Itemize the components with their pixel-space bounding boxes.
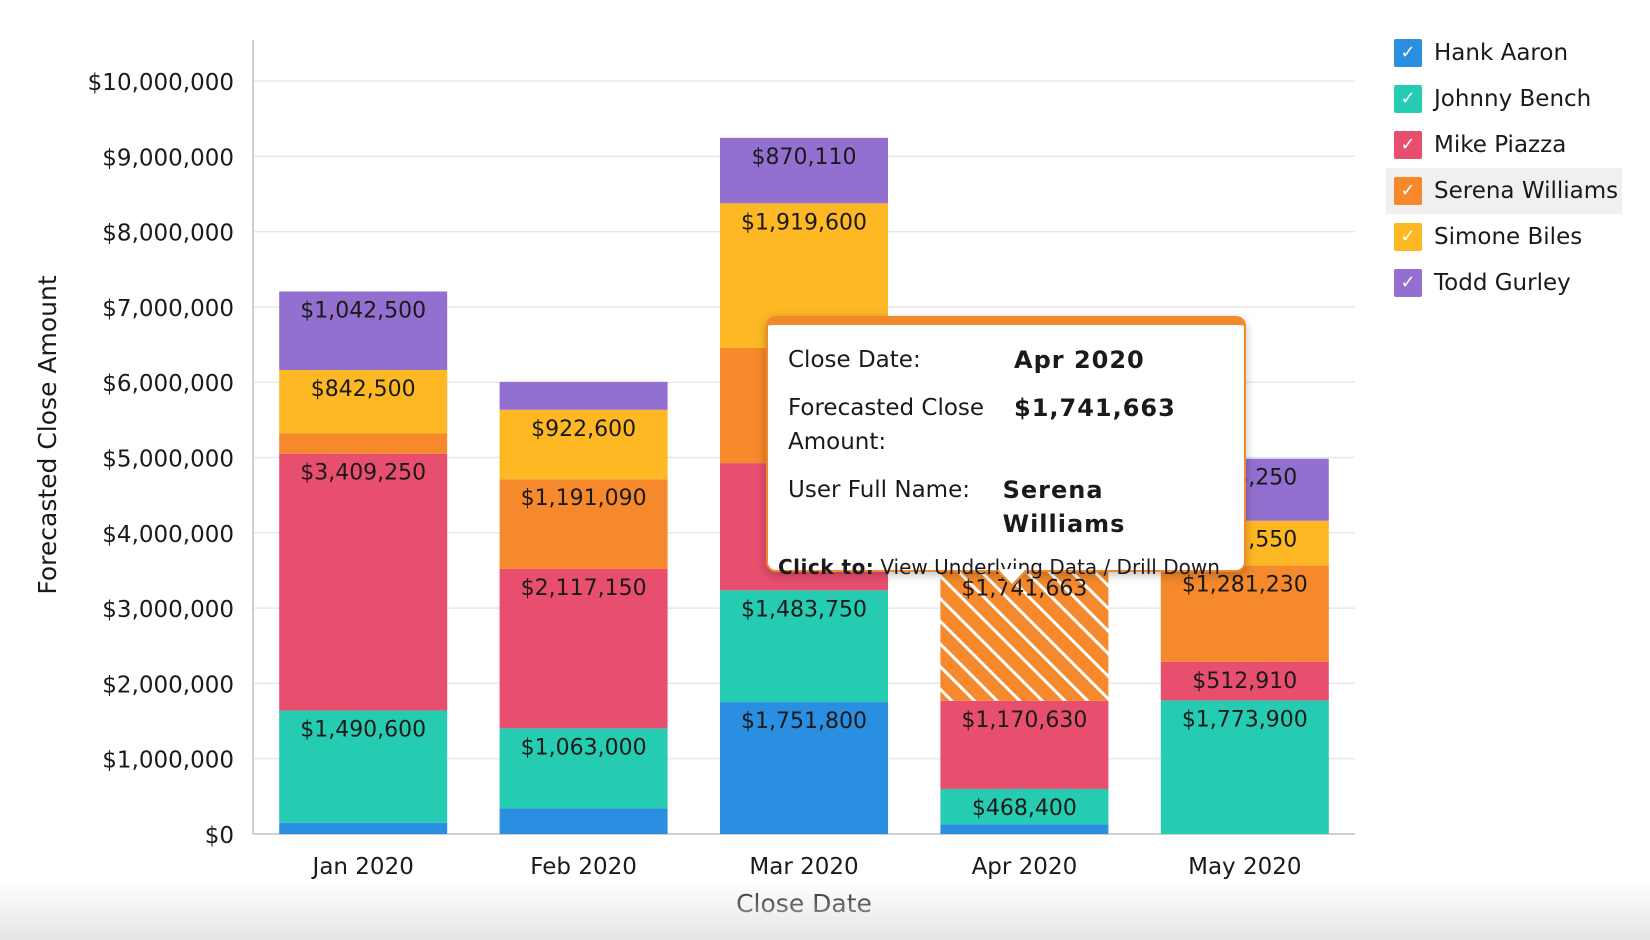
data-label: $1,281,230 (1182, 572, 1308, 597)
data-label: $1,063,000 (521, 735, 647, 760)
bar-segment-hank-aaron-feb-2020[interactable] (499, 808, 668, 834)
legend-item-johnny-bench[interactable]: ✓ Johnny Bench (1386, 76, 1622, 122)
checkbox-checked-icon[interactable]: ✓ (1394, 39, 1422, 67)
data-label: $1,042,500 (300, 298, 426, 323)
legend-label: Johnny Bench (1434, 86, 1592, 112)
y-tick-label: $3,000,000 (102, 597, 234, 623)
bar-segment-simone-biles-jan-2020[interactable] (279, 369, 448, 434)
tooltip-row-close-date: Close Date: Apr 2020 (788, 343, 1224, 377)
data-label: $1,191,090 (521, 486, 647, 511)
tooltip-value: Apr 2020 (1014, 346, 1145, 374)
bar-segment-todd-gurley-jan-2020[interactable] (279, 291, 448, 370)
y-axis-title: Forecasted Close Amount (33, 275, 62, 594)
bar-segment-serena-williams-feb-2020[interactable] (499, 479, 668, 569)
tooltip-row-amount: Forecasted Close Amount: $1,741,663 (788, 391, 1224, 459)
legend-label: Hank Aaron (1434, 40, 1569, 66)
bar-segment-serena-williams-apr-2020[interactable] (940, 569, 1109, 701)
tooltip-click-label: Click to: (778, 555, 875, 579)
y-tick-label: $7,000,000 (102, 296, 234, 322)
data-tooltip[interactable]: Close Date: Apr 2020 Forecasted Close Am… (766, 316, 1246, 588)
tooltip-pointer-inner (998, 569, 1026, 584)
checkbox-checked-icon[interactable]: ✓ (1394, 177, 1422, 205)
data-label: $468,400 (972, 796, 1077, 821)
data-label: $1,919,600 (741, 210, 867, 235)
data-label: $842,500 (311, 377, 416, 402)
data-label: $870,110 (752, 145, 857, 170)
legend-label: Simone Biles (1434, 224, 1583, 250)
bar-segment-johnny-bench-apr-2020[interactable] (940, 788, 1109, 825)
data-label: $2,117,150 (521, 576, 647, 601)
data-label: $1,751,800 (741, 709, 867, 734)
x-tick-label: Feb 2020 (530, 854, 637, 880)
data-label: $1,483,750 (741, 597, 867, 622)
y-tick-label: $6,000,000 (102, 371, 234, 397)
legend-item-hank-aaron[interactable]: ✓ Hank Aaron (1386, 30, 1622, 76)
legend-item-mike-piazza[interactable]: ✓ Mike Piazza (1386, 122, 1622, 168)
bar-segment-hank-aaron-jan-2020[interactable] (279, 822, 448, 834)
data-label: $512,910 (1192, 669, 1297, 694)
checkbox-checked-icon[interactable]: ✓ (1394, 85, 1422, 113)
legend-label: Mike Piazza (1434, 132, 1567, 158)
y-tick-label: $8,000,000 (102, 221, 234, 247)
legend-item-todd-gurley[interactable]: ✓ Todd Gurley (1386, 260, 1622, 306)
bar-segment-todd-gurley-mar-2020[interactable] (720, 137, 888, 204)
x-tick-label: May 2020 (1188, 854, 1301, 880)
tooltip-key: User Full Name: (788, 477, 970, 503)
bar-segment-serena-williams-jan-2020[interactable] (279, 433, 448, 454)
bar-segment-johnny-bench-mar-2020[interactable] (720, 590, 888, 703)
bar-segment-hank-aaron-apr-2020[interactable] (940, 824, 1109, 834)
tooltip-value: Serena Williams (1002, 476, 1126, 538)
tooltip-row-user: User Full Name: Serena Williams (788, 473, 1224, 541)
legend-item-simone-biles[interactable]: ✓ Simone Biles (1386, 214, 1622, 260)
tooltip-key: Forecasted Close Amount: (788, 395, 985, 455)
legend-item-serena-williams[interactable]: ✓ Serena Williams (1386, 168, 1622, 214)
y-tick-label: $1,000,000 (102, 748, 234, 774)
legend-label: Todd Gurley (1434, 270, 1571, 296)
data-label: $3,409,250 (300, 461, 426, 486)
y-tick-label: $4,000,000 (102, 522, 234, 548)
y-tick-label: $5,000,000 (102, 447, 234, 473)
data-label: $1,773,900 (1182, 707, 1308, 732)
data-label: $1,170,630 (961, 708, 1087, 733)
bar-segment-simone-biles-feb-2020[interactable] (499, 409, 668, 480)
bar-segment-mike-piazza-jan-2020[interactable] (279, 453, 448, 711)
bar-segment-mike-piazza-feb-2020[interactable] (499, 568, 668, 729)
bar-segment-mike-piazza-apr-2020[interactable] (940, 700, 1109, 789)
checkbox-checked-icon[interactable]: ✓ (1394, 131, 1422, 159)
bar-segment-johnny-bench-feb-2020[interactable] (499, 728, 668, 809)
checkbox-checked-icon[interactable]: ✓ (1394, 223, 1422, 251)
x-axis-title: Close Date (736, 889, 872, 918)
tooltip-drilldown-link[interactable]: Click to: View Underlying Data / Drill Do… (778, 555, 1224, 579)
y-tick-label: $10,000,000 (88, 70, 234, 96)
bar-segment-todd-gurley-feb-2020[interactable] (499, 381, 668, 410)
bar-segment-johnny-bench-may-2020[interactable] (1160, 700, 1329, 834)
bar-segment-hank-aaron-mar-2020[interactable] (720, 702, 888, 834)
legend: ✓ Hank Aaron ✓ Johnny Bench ✓ Mike Piazz… (1386, 30, 1622, 306)
x-tick-label: Apr 2020 (972, 854, 1078, 880)
y-tick-label: $2,000,000 (102, 672, 234, 698)
x-tick-label: Mar 2020 (749, 854, 858, 880)
data-label: $1,490,600 (300, 717, 426, 742)
tooltip-value: $1,741,663 (1014, 394, 1176, 422)
y-tick-label: $0 (205, 823, 234, 849)
tooltip-key: Close Date: (788, 347, 921, 373)
legend-label: Serena Williams (1434, 178, 1619, 204)
data-label: $922,600 (531, 417, 636, 442)
bar-segment-johnny-bench-jan-2020[interactable] (279, 710, 448, 823)
checkbox-checked-icon[interactable]: ✓ (1394, 269, 1422, 297)
bar-segment-mike-piazza-may-2020[interactable] (1160, 661, 1329, 701)
x-tick-label: Jan 2020 (311, 854, 414, 880)
tooltip-click-action[interactable]: View Underlying Data / Drill Down (880, 555, 1220, 579)
bar-segment-serena-williams-may-2020[interactable] (1160, 565, 1329, 662)
y-tick-label: $9,000,000 (102, 145, 234, 171)
